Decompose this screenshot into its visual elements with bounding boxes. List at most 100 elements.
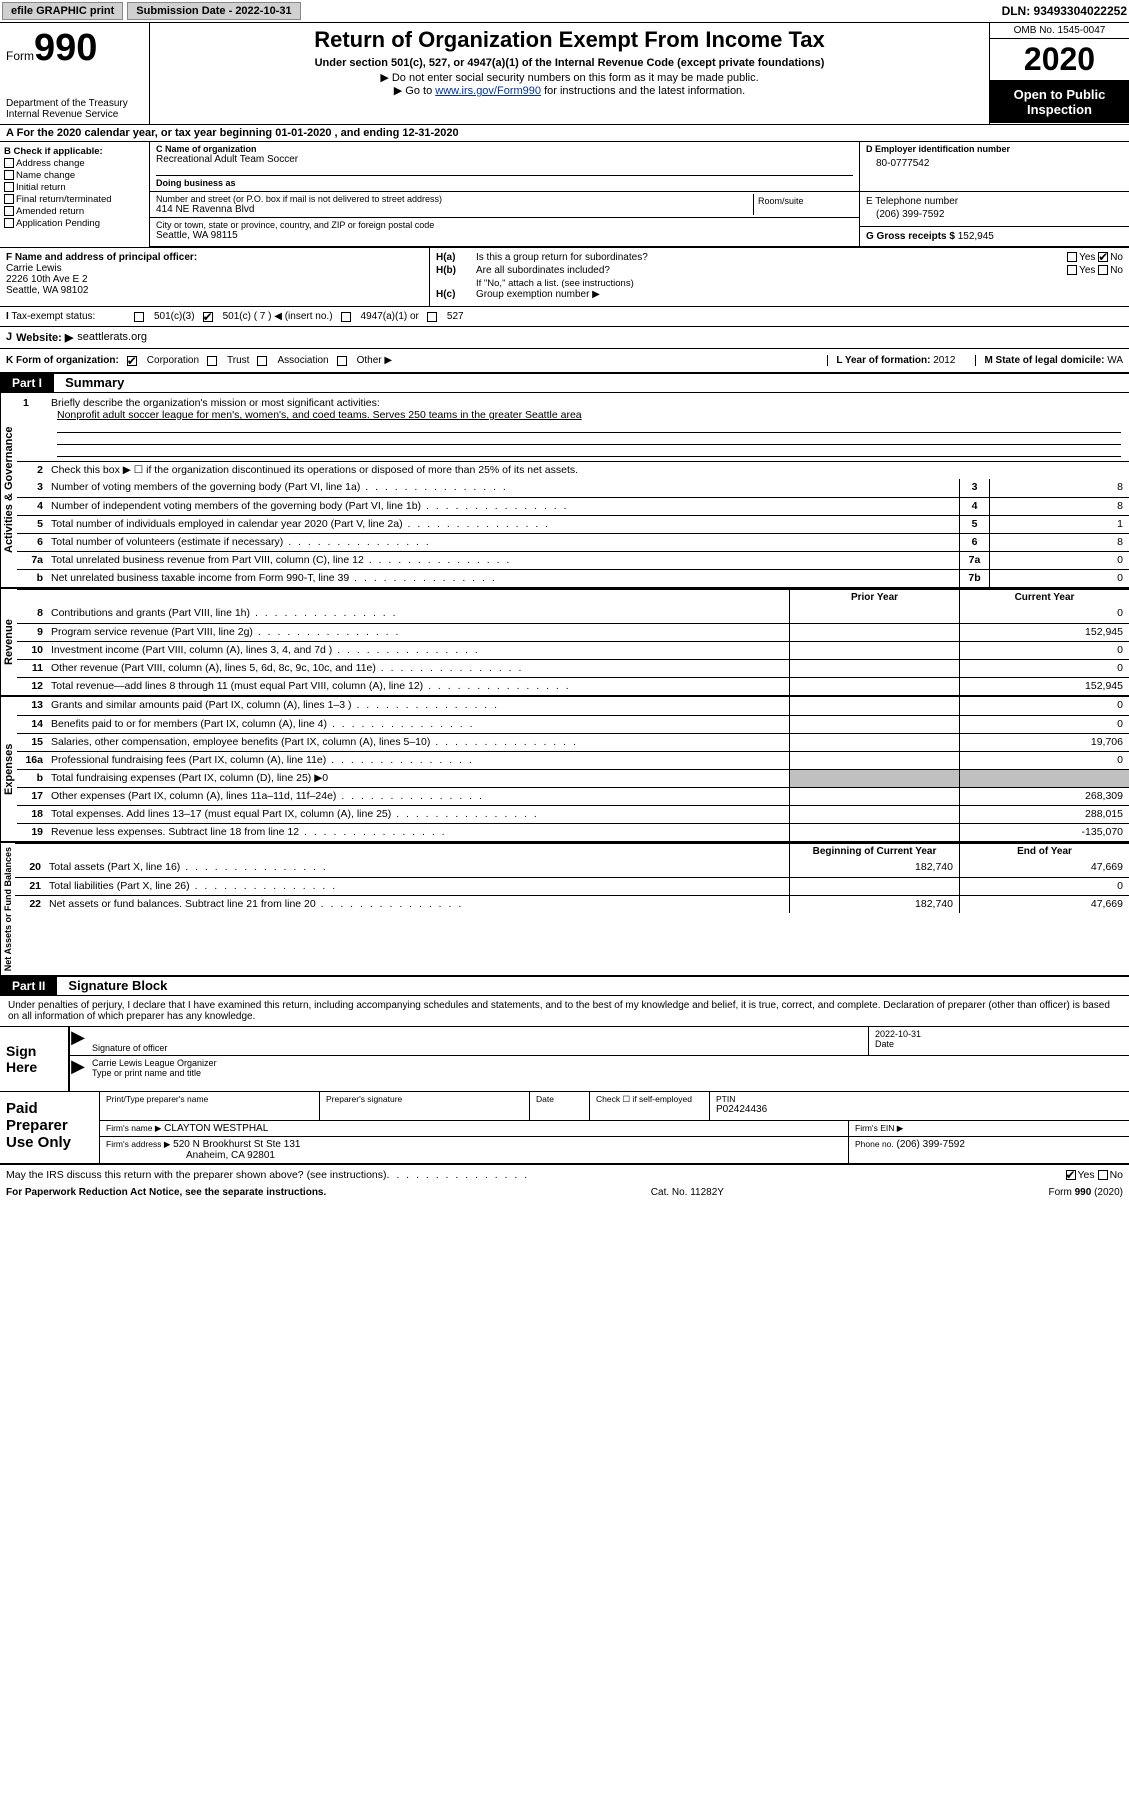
col-cde: C Name of organization Recreational Adul…	[150, 142, 1129, 247]
footer-right-pre: Form	[1049, 1187, 1075, 1198]
revenue-section: Revenue Prior Year Current Year 8 Contri…	[0, 589, 1129, 697]
sig-officer-label: Signature of officer	[92, 1043, 862, 1053]
line-text: Total fundraising expenses (Part IX, col…	[47, 770, 789, 787]
line-num: 21	[15, 878, 45, 895]
checkbox-icon[interactable]	[134, 312, 144, 322]
checkbox-icon[interactable]	[4, 182, 14, 192]
hc-label: H(c)	[436, 289, 472, 300]
k-assoc: Association	[277, 355, 328, 366]
efile-button[interactable]: efile GRAPHIC print	[2, 2, 123, 20]
current-value: 268,309	[959, 788, 1129, 805]
prior-value	[789, 678, 959, 695]
no-label: No	[1110, 1169, 1123, 1181]
line-text: Total number of individuals employed in …	[47, 516, 959, 533]
line-num: 4	[17, 498, 47, 515]
beg-year-hdr: Beginning of Current Year	[789, 844, 959, 859]
checkbox-icon[interactable]	[4, 206, 14, 216]
line-row: 4 Number of independent voting members o…	[17, 497, 1129, 515]
vert-governance: Activities & Governance	[0, 393, 17, 587]
line-text: Total number of volunteers (estimate if …	[47, 534, 959, 551]
line-text: Total assets (Part X, line 16)	[45, 859, 789, 877]
arrow-icon: ▶	[394, 84, 402, 97]
sig-date-label: Date	[875, 1039, 1123, 1049]
gross-receipts-value: 152,945	[958, 231, 994, 242]
current-value: -135,070	[959, 824, 1129, 841]
m-label: M State of legal domicile:	[984, 355, 1104, 366]
prior-value	[789, 624, 959, 641]
current-year-hdr: Current Year	[959, 590, 1129, 605]
line-code: 7b	[959, 570, 989, 587]
checkbox-icon[interactable]	[337, 356, 347, 366]
instructions-link[interactable]: www.irs.gov/Form990	[435, 85, 541, 97]
checkbox-icon[interactable]	[203, 312, 213, 322]
checkbox-icon[interactable]	[4, 218, 14, 228]
checkbox-icon[interactable]	[127, 356, 137, 366]
checkbox-icon[interactable]	[427, 312, 437, 322]
line-row: 22 Net assets or fund balances. Subtract…	[15, 895, 1129, 913]
expenses-section: Expenses 13 Grants and similar amounts p…	[0, 697, 1129, 843]
line-text: Investment income (Part VIII, column (A)…	[47, 642, 789, 659]
sign-here-label: Sign Here	[0, 1027, 70, 1091]
sig-name-label: Type or print name and title	[92, 1068, 1123, 1078]
form-title: Return of Organization Exempt From Incom…	[158, 27, 981, 53]
header-mid: Return of Organization Exempt From Incom…	[150, 23, 989, 124]
checkbox-icon[interactable]	[207, 356, 217, 366]
paid-preparer-block: Paid Preparer Use Only Print/Type prepar…	[0, 1092, 1129, 1165]
submission-date-button[interactable]: Submission Date - 2022-10-31	[127, 2, 300, 20]
line-text: Professional fundraising fees (Part IX, …	[47, 752, 789, 769]
current-value: 0	[959, 605, 1129, 623]
irs-discuss-row: May the IRS discuss this return with the…	[0, 1165, 1129, 1185]
checkbox-icon[interactable]	[1067, 252, 1077, 262]
line-num: b	[17, 570, 47, 587]
prior-value	[789, 824, 959, 841]
room-suite-label: Room/suite	[753, 194, 853, 215]
k-other: Other ▶	[357, 355, 392, 366]
prior-value	[789, 660, 959, 677]
checkbox-icon[interactable]	[1067, 265, 1077, 275]
current-value: 0	[959, 697, 1129, 715]
part1-header-row: Part I Summary	[0, 374, 1129, 393]
part1-title: Summary	[57, 375, 124, 390]
k-corp: Corporation	[147, 355, 199, 366]
beg-value: 182,740	[789, 896, 959, 913]
ein-value: 80-0777542	[866, 154, 1123, 173]
line-text: Program service revenue (Part VIII, line…	[47, 624, 789, 641]
beg-value: 182,740	[789, 859, 959, 877]
part2-header-row: Part II Signature Block	[0, 977, 1129, 996]
checkbox-icon[interactable]	[4, 170, 14, 180]
prep-name-label: Print/Type preparer's name	[106, 1094, 313, 1104]
checkbox-icon[interactable]	[1098, 1170, 1108, 1180]
checkbox-icon[interactable]	[257, 356, 267, 366]
line-num: 19	[17, 824, 47, 841]
yes-label: Yes	[1078, 1169, 1095, 1181]
vert-expenses: Expenses	[0, 697, 17, 841]
checkbox-icon[interactable]	[1098, 265, 1108, 275]
org-name-label: C Name of organization	[156, 144, 853, 154]
l-value: 2012	[933, 355, 955, 366]
checkbox-icon[interactable]	[1066, 1170, 1076, 1180]
line-a: A For the 2020 calendar year, or tax yea…	[0, 125, 1129, 142]
checkbox-icon[interactable]	[1098, 252, 1108, 262]
prep-sig-label: Preparer's signature	[326, 1094, 523, 1104]
phone-value: (206) 399-7592	[866, 207, 1123, 222]
line-text: Total revenue—add lines 8 through 11 (mu…	[47, 678, 789, 695]
checkbox-icon[interactable]	[4, 194, 14, 204]
officer-name: Carrie Lewis	[6, 263, 62, 274]
line-code: 7a	[959, 552, 989, 569]
line2-text: Check this box ▶ ☐ if the organization d…	[47, 462, 1129, 479]
line-text: Grants and similar amounts paid (Part IX…	[47, 697, 789, 715]
arrow-icon: ▶	[70, 1027, 86, 1055]
line-num: 17	[17, 788, 47, 805]
line2-num: 2	[17, 462, 47, 479]
prep-phone-label: Phone no.	[855, 1139, 894, 1149]
line-num: 15	[17, 734, 47, 751]
chk-addr-change: Address change	[16, 158, 85, 169]
line-row: 19 Revenue less expenses. Subtract line …	[17, 823, 1129, 841]
checkbox-icon[interactable]	[341, 312, 351, 322]
ptin-value: P02424436	[716, 1104, 1123, 1115]
irs-label: Internal Revenue Service	[6, 109, 143, 120]
checkbox-icon[interactable]	[4, 158, 14, 168]
line-row: 3 Number of voting members of the govern…	[17, 479, 1129, 497]
firm-addr1: 520 N Brookhurst St Ste 131	[173, 1139, 300, 1150]
line-value: 8	[989, 498, 1129, 515]
